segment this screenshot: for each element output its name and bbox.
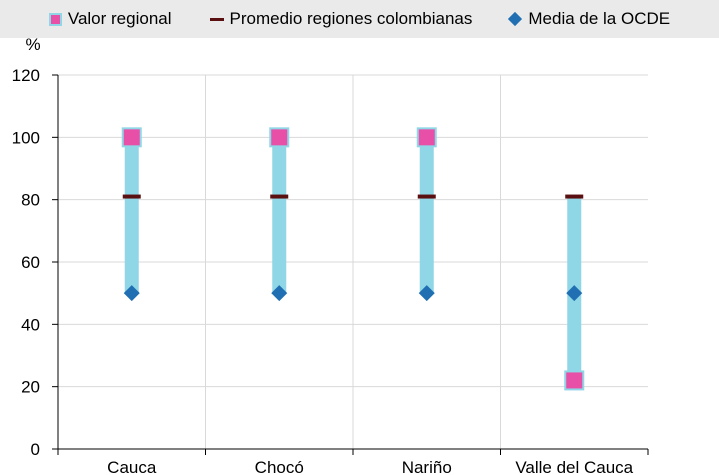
oecd-mark-2: [418, 285, 435, 302]
x-tick-label-0: Cauca: [107, 458, 157, 475]
x-tick-label-2: Nariño: [402, 458, 452, 475]
national-avg-mark-0: [122, 194, 141, 199]
range-bar-0: [124, 137, 139, 294]
national-avg-mark-3: [565, 194, 584, 199]
y-tick-label-2: 40: [21, 315, 40, 334]
chart-legend: Valor regional Promedio regiones colombi…: [0, 0, 719, 38]
regional-mark-3: [564, 370, 585, 391]
y-tick-label-4: 80: [21, 191, 40, 210]
legend-label-oecd: Media de la OCDE: [528, 9, 671, 28]
national-avg-mark-2: [417, 194, 436, 199]
regional-mark-1: [269, 127, 290, 148]
x-tick-label-1: Chocó: [255, 458, 304, 475]
range-bar-1: [272, 137, 287, 294]
national-avg-mark-1: [270, 194, 289, 199]
legend-label-national-avg: Promedio regiones colombianas: [229, 9, 473, 28]
legend-line-icon: [209, 17, 224, 21]
legend-item-oecd: Media de la OCDE: [508, 9, 671, 29]
legend-label-regional: Valor regional: [67, 9, 172, 28]
oecd-mark-1: [271, 285, 288, 302]
y-tick-label-0: 0: [31, 440, 40, 459]
regional-mark-2: [416, 127, 437, 148]
y-axis-unit-label: %: [25, 35, 40, 54]
regional-mark-0: [121, 127, 142, 148]
y-tick-label-3: 60: [21, 253, 40, 272]
legend-item-national-avg: Promedio regiones colombianas: [209, 9, 473, 29]
x-tick-label-3: Valle del Cauca: [515, 458, 633, 475]
legend-square-icon: [48, 12, 62, 26]
range-bar-2: [419, 137, 434, 294]
legend-item-regional: Valor regional: [48, 9, 172, 29]
oecd-mark-0: [123, 285, 140, 302]
y-tick-label-5: 100: [12, 128, 40, 147]
oecd-mark-3: [566, 285, 583, 302]
y-tick-label-6: 120: [12, 66, 40, 85]
y-tick-label-1: 20: [21, 378, 40, 397]
